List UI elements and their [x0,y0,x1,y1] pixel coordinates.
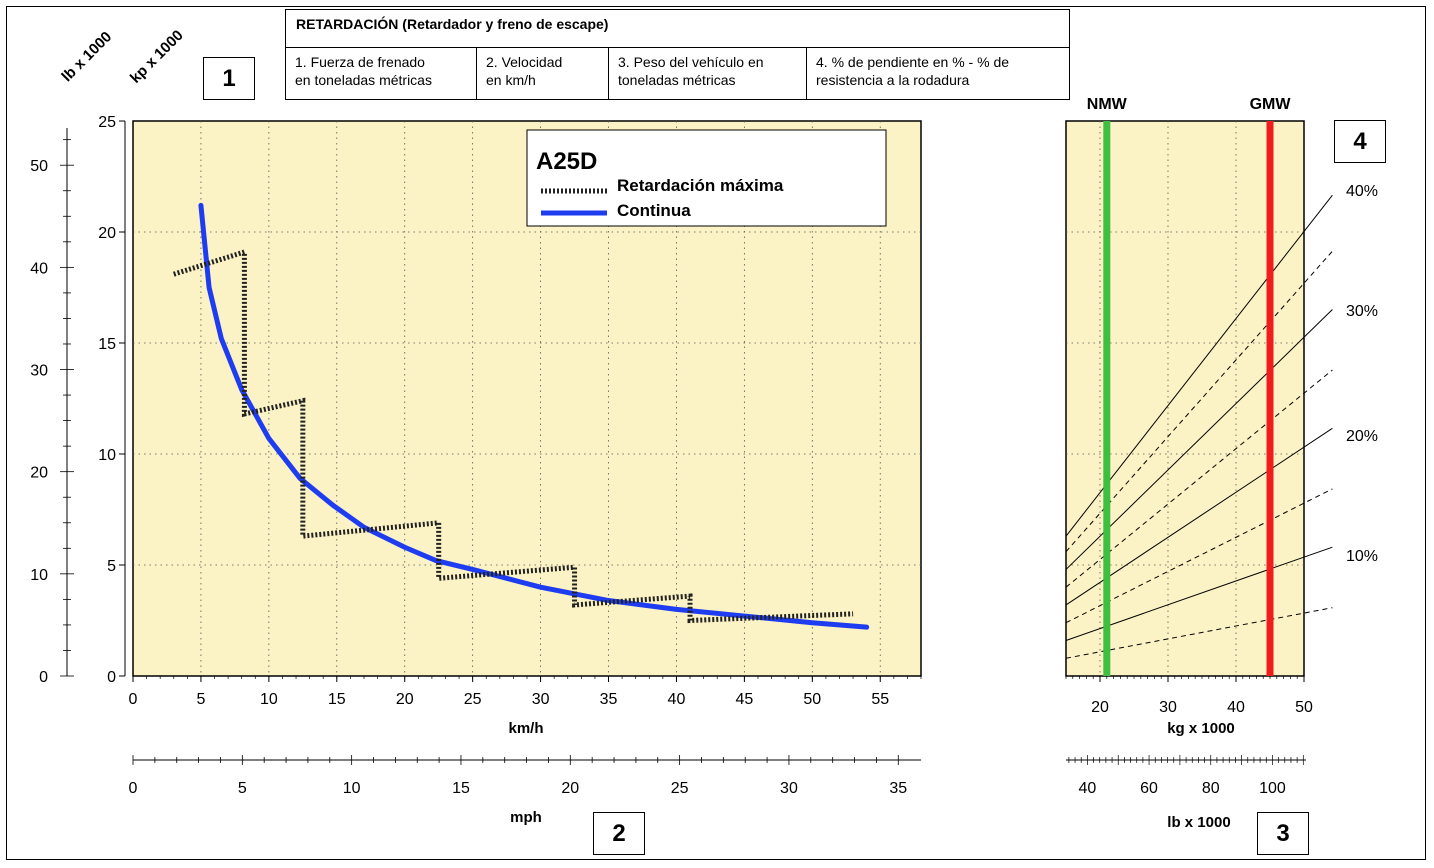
mph-tick-label: 0 [129,780,138,797]
mph-tick-label: 25 [671,780,689,797]
header-col-3-line-2: toneladas métricas [618,72,736,88]
grade-line [1065,427,1333,606]
gmw-label: GMW [1250,96,1292,113]
chart-frame [6,6,1426,860]
x-tick-label: 40 [668,691,686,708]
box-4: 4 [1334,120,1386,163]
lb-right-axis-label: lb x 1000 [1167,814,1230,831]
series-continuous [198,202,870,630]
legend-box [526,129,887,227]
grade-line [1065,309,1333,570]
nmw-label: NMW [1087,96,1128,113]
grade-line [1065,369,1333,588]
x-tick-label: 10 [260,691,278,708]
grade-label: 20% [1346,428,1378,445]
box-3: 3 [1257,812,1309,855]
kg-tick-label: 50 [1295,699,1313,716]
header-col-2: 2. Velocidad en km/h [476,47,608,99]
box-1: 1 [203,57,255,100]
x-tick-label: 50 [803,691,821,708]
x-tick-label: 20 [396,691,414,708]
lb-tick-label: 30 [30,363,48,380]
grade-line [1065,546,1333,641]
header-divider [286,47,1069,48]
lb-right-tick-label: 60 [1140,780,1158,797]
kp-tick-label: 15 [98,336,116,353]
header-col-1-line-1: 1. Fuerza de frenado [295,54,425,70]
mph-tick-label: 30 [780,780,798,797]
lb-right-tick-label: 80 [1202,780,1220,797]
lb-tick-label: 50 [30,158,48,175]
header-col-2-line-1: 2. Velocidad [486,54,563,70]
mph-tick-label: 20 [561,780,579,797]
lb-tick-label: 0 [39,669,48,686]
kg-tick-label: 40 [1227,699,1245,716]
lb-tick-label: 10 [30,567,48,584]
header-table: RETARDACIÓN (Retardador y freno de escap… [285,9,1070,100]
kp-axis-label: kp x 1000 [127,27,187,87]
header-col-1-line-2: en toneladas métricas [295,72,432,88]
header-col-4: 4. % de pendiente en % - % de resistenci… [806,47,1069,99]
kp-tick-label: 20 [98,225,116,242]
grade-label: 10% [1346,548,1378,565]
grade-line [1065,194,1333,537]
mph-tick-label: 5 [238,780,247,797]
lb-axis-label: lb x 1000 [58,28,115,85]
x-tick-label: 45 [735,691,753,708]
grade-label: 40% [1346,183,1378,200]
kp-tick-label: 25 [98,114,116,131]
x-axis-label: km/h [508,720,543,737]
kp-tick-label: 5 [107,558,116,575]
legend-label-continuous: Continua [617,201,691,220]
kp-tick-label: 0 [107,669,116,686]
kg-tick-label: 30 [1159,699,1177,716]
mph-axis-label: mph [510,809,542,826]
lb-tick-label: 20 [30,465,48,482]
box-2: 2 [593,812,645,855]
x-tick-label: 35 [600,691,618,708]
grade-line [1065,488,1333,624]
legend-title: A25D [536,148,597,175]
mph-tick-label: 10 [343,780,361,797]
x-tick-label: 5 [196,691,205,708]
grade-line [1065,607,1333,659]
header-title: RETARDACIÓN (Retardador y freno de escap… [296,16,609,32]
x-tick-label: 15 [328,691,346,708]
x-tick-label: 25 [464,691,482,708]
header-col-4-line-1: 4. % de pendiente en % - % de [816,54,1010,70]
kg-tick-label: 20 [1091,699,1109,716]
header-col-1: 1. Fuerza de frenado en toneladas métric… [286,47,476,99]
header-col-3-line-1: 3. Peso del vehículo en [618,54,764,70]
kp-tick-label: 10 [98,447,116,464]
lb-right-tick-label: 40 [1078,780,1096,797]
grade-label: 30% [1346,303,1378,320]
series-max-retardation [173,248,854,624]
header-col-3: 3. Peso del vehículo en toneladas métric… [608,47,806,99]
x-tick-label: 30 [532,691,550,708]
mph-tick-label: 15 [452,780,470,797]
header-col-2-line-2: en km/h [486,72,536,88]
x-tick-label: 55 [871,691,889,708]
legend-label-max: Retardación máxima [617,176,784,195]
lb-right-tick-label: 100 [1259,780,1286,797]
x-tick-label: 0 [129,691,138,708]
mph-tick-label: 35 [889,780,907,797]
grade-line [1065,250,1333,553]
kg-axis-label: kg x 1000 [1167,720,1235,737]
header-col-4-line-2: resistencia a la rodadura [816,72,970,88]
lb-tick-label: 40 [30,260,48,277]
